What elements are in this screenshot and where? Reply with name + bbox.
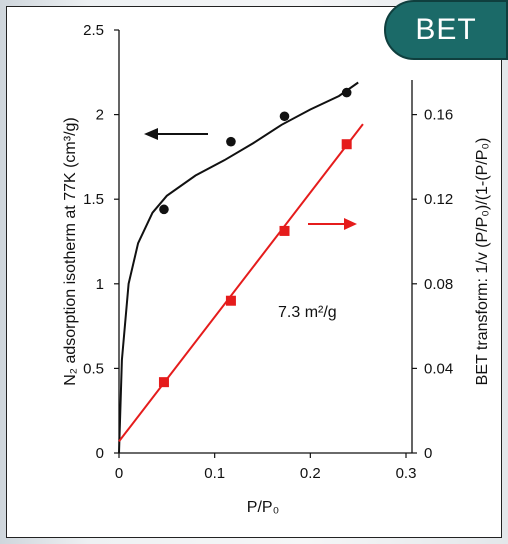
fit-line-1 [118,123,364,442]
data-point-square [225,295,236,306]
data-point-square [279,225,290,236]
y-left-tick-label: 2.5 [83,22,104,39]
bet-badge: BET [384,0,508,60]
y-right-tick-label: 0.16 [424,107,453,124]
y-left-tick-label: 1.5 [83,191,104,208]
right-axis-arrow-head [344,218,357,230]
x-tick-label: 0 [115,465,123,482]
fit-curve-0 [118,81,359,454]
plot-area: 0 0.1 0.2 0.3 0 0.5 1 1.5 2 2.5 0 0.04 0.08 0.12 0.16 P… [62,22,491,516]
left-axis-arrow-head [144,128,158,140]
data-point-square [158,377,169,388]
x-axis-label: P/P₀ [247,499,279,516]
data-point-circle [279,111,290,122]
y-left-tick-label: 1 [96,276,104,293]
data-point-square [341,139,352,150]
y-left-axis-label: N₂ adsorption isotherm at 77K (cm³/g) [62,117,79,386]
x-tick-label: 0.3 [396,465,417,482]
y-right-tick-label: 0.12 [424,191,453,208]
y-left-tick-label: 2 [96,107,104,124]
data-point-circle [159,204,169,215]
chart-panel [6,6,502,538]
y-right-axis-label: BET transform: 1/v (P/P₀)/(1-(P/P₀) [474,138,491,386]
y-left-tick-label: 0.5 [83,360,104,377]
surface-area-annotation: 7.3 m²/g [278,304,337,321]
y-right-tick-label: 0.08 [424,276,453,293]
y-right-tick-label: 0 [424,445,432,462]
y-right-tick-label: 0.04 [424,360,453,377]
x-tick-label: 0.1 [204,465,225,482]
y-left-tick-label: 0 [96,445,104,462]
data-point-circle [341,87,352,98]
data-point-circle [226,136,236,147]
x-tick-label: 0.2 [300,465,321,482]
